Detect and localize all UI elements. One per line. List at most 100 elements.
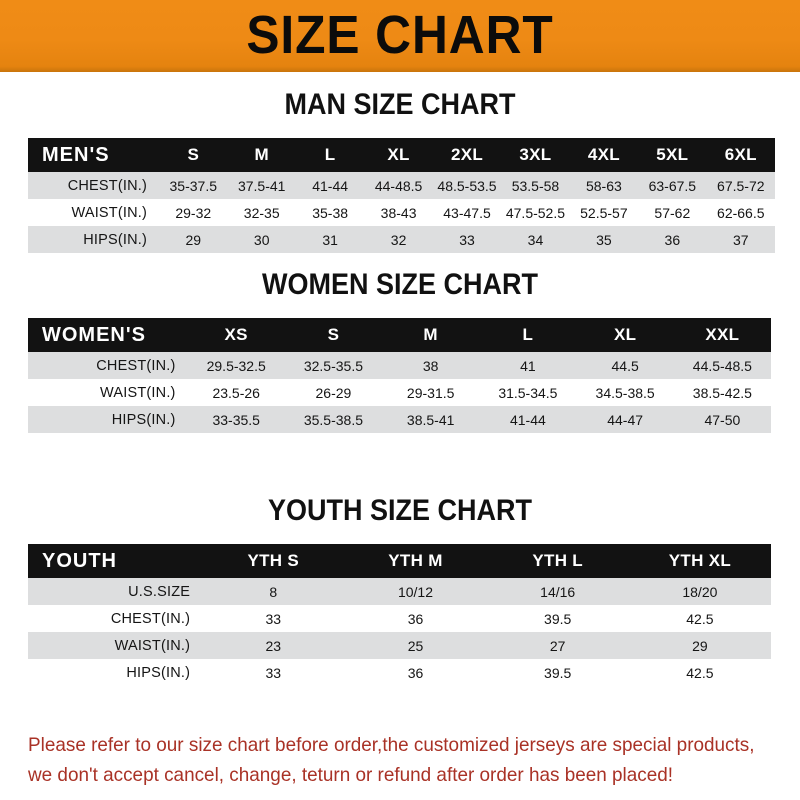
table-cell: 53.5-58 xyxy=(511,177,560,194)
table-header-row: WOMEN'S XS S M L XL XXL xyxy=(28,318,771,352)
table-cell: 43-47.5 xyxy=(443,204,491,221)
youth-section-title: YOUTH SIZE CHART xyxy=(267,494,533,527)
table-cell: 35-37.5 xyxy=(169,177,217,194)
man-table-body: CHEST(IN.) 35-37.5 37.5-41 41-44 44-48.5 48.5… xyxy=(28,172,775,253)
youth-size-table: YOUTH YTH S YTH M YTH L YTH XL U.S.SIZE 8 10/1… xyxy=(28,544,771,686)
table-cell: 47.5-52.5 xyxy=(505,204,566,221)
table-row: U.S.SIZE 8 10/12 14/16 18/20 xyxy=(28,578,771,605)
row-label: HIPS(IN.) xyxy=(111,411,176,428)
table-cell: 57-62 xyxy=(654,204,691,221)
table-cell: 31 xyxy=(322,231,338,248)
table-cell: 14/16 xyxy=(540,583,576,600)
column-header: 2XL xyxy=(450,145,484,164)
table-cell: 47-50 xyxy=(704,411,741,428)
table-cell: 35.5-38.5 xyxy=(303,411,364,428)
table-cell: 48.5-53.5 xyxy=(437,177,497,194)
footer-line-2: we don't accept cancel, change, teturn o… xyxy=(28,764,674,786)
table-cell: 34.5-38.5 xyxy=(595,384,655,401)
column-header: L xyxy=(324,145,336,164)
column-header: YTH M xyxy=(388,551,443,570)
table-cell: 42.5 xyxy=(686,610,714,627)
table-cell: 32 xyxy=(390,231,407,248)
table-row: WAIST(IN.) 29-32 32-35 35-38 38-43 43-47.5 47.… xyxy=(28,199,775,226)
column-header: XL xyxy=(613,325,637,344)
table-header-row: YOUTH YTH S YTH M YTH L YTH XL xyxy=(28,544,771,578)
table-row: HIPS(IN.) 29 30 31 32 33 34 35 36 37 xyxy=(28,226,775,253)
women-table-header: WOMEN'S XS S M L XL XXL xyxy=(28,318,771,352)
table-cell: 30 xyxy=(253,231,270,248)
table-cell: 18/20 xyxy=(682,583,718,600)
table-corner-label: WOMEN'S xyxy=(42,323,146,346)
table-cell: 34 xyxy=(527,231,544,248)
column-header: XS xyxy=(224,325,248,344)
table-cell: 35 xyxy=(596,231,612,248)
table-cell: 38-43 xyxy=(380,204,417,221)
table-cell: 39.5 xyxy=(544,610,572,627)
table-cell: 38.5-42.5 xyxy=(692,384,752,401)
table-cell: 62-66.5 xyxy=(717,204,765,221)
women-size-table: WOMEN'S XS S M L XL XXL CHEST(IN.) 29.5-32.5 32.… xyxy=(28,318,771,433)
column-header: XL xyxy=(387,145,410,164)
table-cell: 35-38 xyxy=(312,204,349,221)
table-cell: 41-44 xyxy=(509,411,546,428)
column-header: 5XL xyxy=(656,145,689,164)
table-cell: 41 xyxy=(520,357,536,374)
row-label: CHEST(IN.) xyxy=(96,357,176,374)
man-section-title: MAN SIZE CHART xyxy=(284,88,516,121)
youth-table-body: U.S.SIZE 8 10/12 14/16 18/20 CHEST(IN.) 33 36 39… xyxy=(28,578,771,686)
table-cell: 33 xyxy=(265,664,282,681)
table-cell: 63-67.5 xyxy=(648,177,697,194)
table-cell: 31.5-34.5 xyxy=(498,384,558,401)
table-cell: 67.5-72 xyxy=(717,177,765,194)
table-row: WAIST(IN.) 23 25 27 29 xyxy=(28,632,771,659)
table-cell: 25 xyxy=(407,637,424,654)
column-header: XXL xyxy=(705,325,740,344)
row-label: CHEST(IN.) xyxy=(110,610,191,627)
row-label: U.S.SIZE xyxy=(128,583,191,600)
column-header: S xyxy=(187,145,200,164)
youth-table-header: YOUTH YTH S YTH M YTH L YTH XL xyxy=(28,544,771,578)
table-row: HIPS(IN.) 33 36 39.5 42.5 xyxy=(28,659,771,686)
column-header: S xyxy=(327,325,340,344)
table-cell: 44-47 xyxy=(607,411,644,428)
table-cell: 23.5-26 xyxy=(212,384,260,401)
column-header: 4XL xyxy=(587,145,620,164)
banner-title: SIZE CHART xyxy=(246,5,554,65)
table-cell: 42.5 xyxy=(686,664,714,681)
banner: SIZE CHART xyxy=(0,0,800,72)
table-cell: 39.5 xyxy=(544,664,572,681)
table-cell: 33-35.5 xyxy=(212,411,260,428)
column-header: 3XL xyxy=(519,145,552,164)
footer-warning: Please refer to our size chart before or… xyxy=(28,730,757,790)
man-size-table: MEN'S S M L XL 2XL 3XL 4XL 5XL 6XL CHEST(IN.) 35-3… xyxy=(28,138,775,253)
table-header-row: MEN'S S M L XL 2XL 3XL 4XL 5XL 6XL xyxy=(28,138,775,172)
column-header: YTH S xyxy=(247,551,300,570)
table-cell: 41-44 xyxy=(312,177,349,194)
table-row: CHEST(IN.) 33 36 39.5 42.5 xyxy=(28,605,771,632)
row-label: WAIST(IN.) xyxy=(71,204,148,221)
row-label: HIPS(IN.) xyxy=(83,231,148,248)
table-cell: 29 xyxy=(692,637,708,654)
table-cell: 32.5-35.5 xyxy=(303,357,364,374)
footer-line-1: Please refer to our size chart before or… xyxy=(28,734,755,756)
table-cell: 29-31.5 xyxy=(406,384,455,401)
column-header: M xyxy=(423,325,438,344)
table-cell: 32-35 xyxy=(243,204,280,221)
row-label: HIPS(IN.) xyxy=(126,664,191,681)
table-cell: 38 xyxy=(422,357,439,374)
table-cell: 8 xyxy=(269,583,278,600)
row-label: CHEST(IN.) xyxy=(67,177,148,194)
table-cell: 52.5-57 xyxy=(580,204,628,221)
column-header: L xyxy=(522,325,534,344)
table-cell: 33 xyxy=(459,231,475,248)
table-cell: 36 xyxy=(407,664,424,681)
table-cell: 33 xyxy=(265,610,282,627)
table-cell: 37.5-41 xyxy=(237,177,286,194)
table-cell: 36 xyxy=(407,610,424,627)
column-header: M xyxy=(254,145,269,164)
column-header: YTH XL xyxy=(668,551,732,570)
table-row: CHEST(IN.) 35-37.5 37.5-41 41-44 44-48.5 48.5… xyxy=(28,172,775,199)
table-corner-label: MEN'S xyxy=(42,143,110,166)
women-section-title: WOMEN SIZE CHART xyxy=(262,268,538,301)
